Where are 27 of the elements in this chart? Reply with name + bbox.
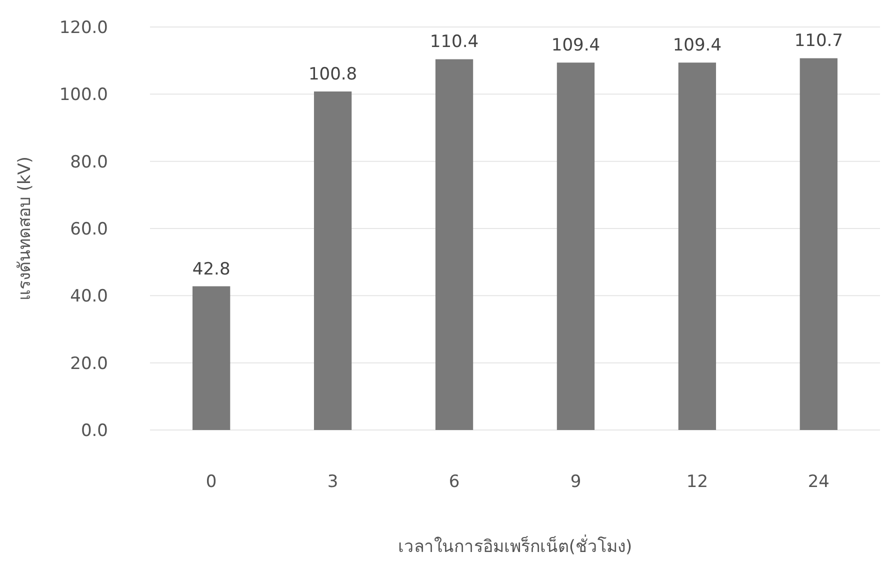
y-tick-label: 80.0 (70, 152, 108, 172)
data-label: 109.4 (551, 36, 600, 56)
data-label: 110.4 (430, 32, 479, 52)
y-tick-label: 0.0 (80, 420, 108, 441)
bar (678, 62, 716, 430)
y-tick-label: 40.0 (70, 286, 108, 307)
x-tick-label: 24 (808, 472, 830, 492)
y-tick-label: 120.0 (59, 18, 108, 38)
y-tick-label: 100.0 (59, 85, 108, 106)
x-tick-label: 3 (327, 472, 338, 492)
data-label: 109.4 (672, 36, 722, 56)
x-tick-label: 0 (206, 472, 217, 492)
data-label: 100.8 (308, 64, 358, 84)
data-label: 42.8 (192, 259, 230, 280)
bar (556, 62, 595, 430)
x-tick-label: 12 (686, 472, 708, 492)
y-tick-label: 20.0 (70, 354, 108, 374)
bar (314, 91, 352, 430)
data-label: 110.7 (794, 31, 843, 52)
bar (800, 58, 838, 430)
bar (435, 59, 474, 430)
y-tick-label: 60.0 (70, 219, 108, 240)
x-axis-title: เวลาในการอิมเพร็กเน็ต(ชั่วโมง) (398, 534, 632, 557)
y-axis-title: แรงดันทดสอบ (kV) (15, 156, 35, 301)
x-tick-label: 9 (570, 472, 582, 492)
bar (192, 286, 230, 430)
x-tick-label: 6 (448, 472, 460, 492)
